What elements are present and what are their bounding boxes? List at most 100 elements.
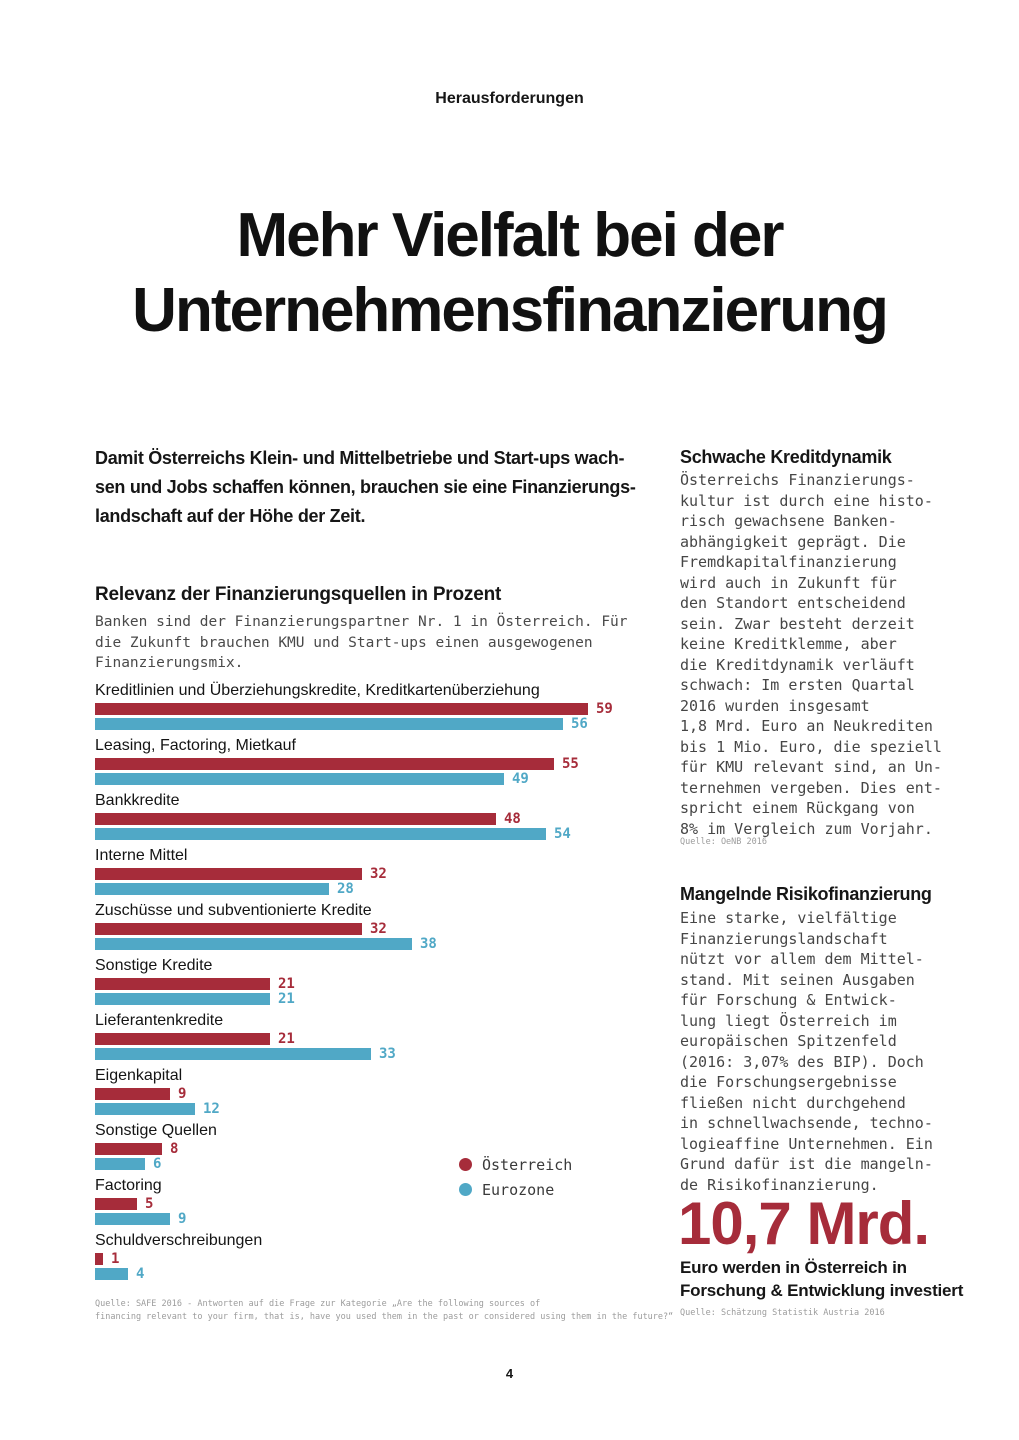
- bar-value-eurozone: 49: [512, 771, 529, 787]
- kicker: Herausforderungen: [435, 90, 584, 107]
- chart-group: Leasing, Factoring, Mietkauf 55 49: [95, 737, 695, 787]
- bar-austria: [95, 1088, 170, 1100]
- bar-row: 55: [95, 756, 695, 772]
- bar-austria: [95, 813, 496, 825]
- chart-source-note: Quelle: SAFE 2016 - Antworten auf die Fr…: [95, 1299, 674, 1322]
- bar-eurozone: [95, 1103, 195, 1115]
- bar-value-eurozone: 54: [554, 826, 571, 842]
- chart-group: Schuldverschreibungen 1 4: [95, 1232, 695, 1282]
- bar-value-austria: 48: [504, 811, 521, 827]
- bar-value-austria: 5: [145, 1196, 154, 1212]
- chart-category-label: Lieferantenkredite: [95, 1012, 224, 1029]
- legend-item-eurozone: Eurozone: [459, 1177, 572, 1202]
- bar-eurozone: [95, 828, 546, 840]
- bar-row: 5: [95, 1196, 695, 1212]
- bar-row: 9: [95, 1211, 695, 1227]
- bar-eurozone: [95, 773, 504, 785]
- legend-label-austria: Österreich: [482, 1155, 573, 1174]
- bar-row: 28: [95, 881, 695, 897]
- chart-group: Eigenkapital 9 12: [95, 1067, 695, 1117]
- bar-austria: [95, 1143, 162, 1155]
- bar-row: 54: [95, 826, 695, 842]
- bar-row: 33: [95, 1046, 695, 1062]
- bar-row: 32: [95, 921, 695, 937]
- bar-austria: [95, 1033, 270, 1045]
- bar-eurozone: [95, 1048, 371, 1060]
- section-heading-risikofinanzierung: Mangelnde Risikofinanzierung: [680, 884, 932, 904]
- section-body-risikofinanzierung: Eine starke, vielfältige Finanzierungsla…: [680, 909, 933, 1194]
- page-title: Mehr Vielfalt bei der Unternehmensfinanz…: [132, 201, 889, 345]
- bar-value-austria: 32: [370, 866, 387, 882]
- bar-row: 8: [95, 1141, 695, 1157]
- bar-chart: Kreditlinien und Überziehungskredite, Kr…: [95, 683, 695, 1288]
- source-statistik-austria: Quelle: Schätzung Statistik Austria 2016: [680, 1308, 885, 1318]
- bar-value-eurozone: 21: [278, 991, 295, 1007]
- section-body-kreditdynamik: Österreichs Finanzierungs- kultur ist du…: [680, 471, 942, 838]
- bar-eurozone: [95, 883, 329, 895]
- big-stat-value: 10,7 Mrd.: [678, 1190, 930, 1257]
- bar-value-eurozone: 56: [571, 716, 588, 732]
- bar-austria: [95, 868, 362, 880]
- bar-value-austria: 55: [562, 756, 579, 772]
- bar-value-austria: 59: [596, 701, 613, 717]
- bar-row: 1: [95, 1251, 695, 1267]
- bar-row: 21: [95, 1031, 695, 1047]
- bar-eurozone: [95, 938, 412, 950]
- bar-row: 9: [95, 1086, 695, 1102]
- chart-category-label: Sonstige Kredite: [95, 957, 213, 974]
- chart-category-label: Schuldverschreibungen: [95, 1232, 263, 1249]
- chart-category-label: Kreditlinien und Überziehungskredite, Kr…: [95, 682, 540, 699]
- chart-category-label: Leasing, Factoring, Mietkauf: [95, 737, 296, 754]
- bar-value-eurozone: 28: [337, 881, 354, 897]
- bar-value-eurozone: 9: [178, 1211, 187, 1227]
- bar-value-eurozone: 12: [203, 1101, 220, 1117]
- chart-category-label: Eigenkapital: [95, 1067, 183, 1084]
- bar-austria: [95, 923, 362, 935]
- chart-category-label: Factoring: [95, 1177, 162, 1194]
- chart-group: Interne Mittel 32 28: [95, 848, 695, 897]
- bar-austria: [95, 1253, 103, 1265]
- bar-value-eurozone: 38: [420, 936, 437, 952]
- chart-group: Lieferantenkredite 21 33: [95, 1012, 695, 1062]
- bar-row: 38: [95, 936, 695, 952]
- bar-row: 21: [95, 976, 695, 992]
- intro-paragraph: Damit Österreichs Klein- und Mittelbetri…: [95, 448, 636, 526]
- chart-subheading: Banken sind der Finanzierungspartner Nr.…: [95, 614, 628, 671]
- bar-row: 32: [95, 866, 695, 882]
- bar-eurozone: [95, 1268, 128, 1280]
- bar-row: 6: [95, 1157, 695, 1171]
- legend-item-austria: Österreich: [459, 1152, 572, 1177]
- bar-row: 49: [95, 771, 695, 787]
- bar-eurozone: [95, 993, 270, 1005]
- bar-row: 56: [95, 716, 695, 732]
- bar-austria: [95, 703, 588, 715]
- page-number: 4: [505, 1366, 514, 1381]
- chart-category-label: Zuschüsse und subventionierte Kredite: [95, 902, 372, 919]
- bar-value-austria: 32: [370, 921, 387, 937]
- bar-austria: [95, 978, 270, 990]
- bar-row: 4: [95, 1266, 695, 1282]
- eurozone-dot-icon: [459, 1183, 472, 1196]
- chart-group: Sonstige Kredite 21 21: [95, 957, 695, 1007]
- bar-row: 59: [95, 701, 695, 717]
- chart-group: Bankkredite 48 54: [95, 792, 695, 842]
- bar-row: 21: [95, 991, 695, 1007]
- legend-label-eurozone: Eurozone: [482, 1180, 555, 1199]
- bar-eurozone: [95, 718, 563, 730]
- chart-legend: Österreich Eurozone: [459, 1152, 572, 1202]
- bar-value-austria: 8: [170, 1141, 179, 1157]
- bar-value-austria: 9: [178, 1086, 187, 1102]
- bar-eurozone: [95, 1158, 145, 1170]
- chart-group: Sonstige Quellen 8 6: [95, 1122, 695, 1171]
- bar-value-eurozone: 33: [379, 1046, 396, 1062]
- bar-value-austria: 1: [111, 1251, 120, 1267]
- bar-value-austria: 21: [278, 1031, 295, 1047]
- chart-category-label: Sonstige Quellen: [95, 1122, 217, 1139]
- chart-category-label: Bankkredite: [95, 792, 180, 809]
- bar-value-austria: 21: [278, 976, 295, 992]
- bar-row: 12: [95, 1101, 695, 1117]
- bar-value-eurozone: 4: [136, 1266, 145, 1282]
- bar-austria: [95, 758, 554, 770]
- big-stat-caption: Euro werden in Österreich in Forschung &…: [680, 1258, 964, 1300]
